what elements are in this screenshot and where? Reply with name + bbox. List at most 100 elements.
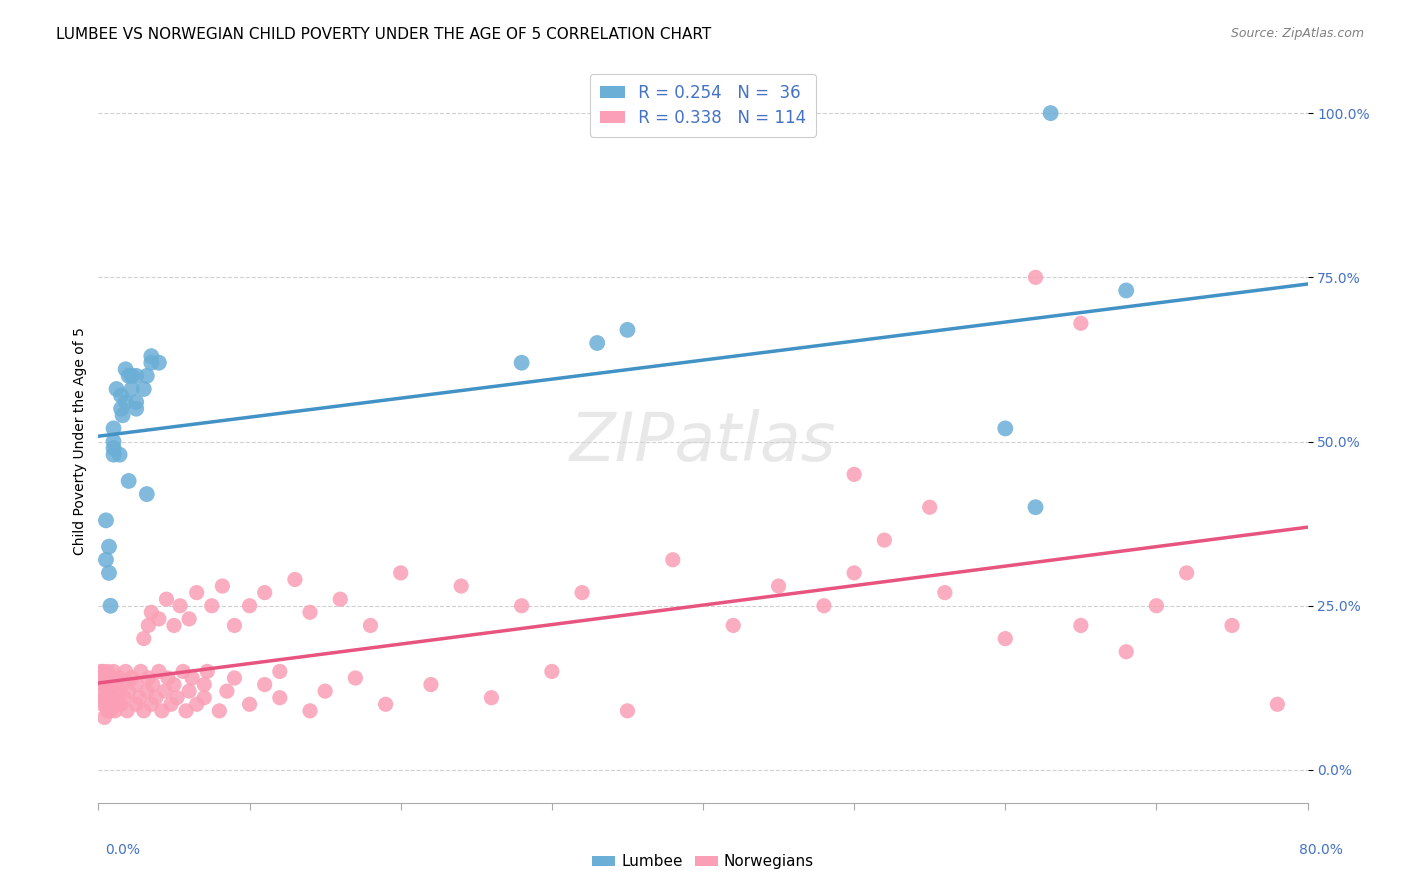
- Point: [174, 704, 197, 718]
- Point: [91, 698, 114, 712]
- Point: [723, 618, 745, 632]
- Text: 0.0%: 0.0%: [105, 843, 141, 857]
- Point: [172, 665, 194, 679]
- Point: [141, 605, 163, 619]
- Point: [125, 401, 148, 416]
- Point: [108, 671, 131, 685]
- Point: [344, 671, 367, 685]
- Point: [111, 677, 134, 691]
- Point: [215, 684, 238, 698]
- Point: [100, 677, 122, 691]
- Point: [96, 704, 118, 718]
- Point: [616, 323, 638, 337]
- Point: [100, 599, 122, 613]
- Point: [994, 421, 1017, 435]
- Point: [155, 592, 177, 607]
- Point: [510, 356, 533, 370]
- Point: [329, 592, 352, 607]
- Point: [118, 474, 141, 488]
- Point: [813, 599, 835, 613]
- Point: [1175, 566, 1198, 580]
- Point: [1070, 316, 1092, 330]
- Point: [844, 566, 866, 580]
- Point: [132, 382, 155, 396]
- Point: [160, 698, 183, 712]
- Point: [163, 677, 186, 691]
- Point: [89, 671, 111, 685]
- Point: [112, 690, 135, 705]
- Point: [132, 632, 155, 646]
- Point: [103, 665, 125, 679]
- Point: [135, 368, 157, 383]
- Point: [299, 605, 322, 619]
- Point: [239, 698, 262, 712]
- Point: [94, 553, 117, 567]
- Point: [98, 690, 121, 705]
- Point: [90, 665, 112, 679]
- Point: [1024, 270, 1046, 285]
- Point: [118, 684, 141, 698]
- Point: [141, 356, 163, 370]
- Point: [1024, 500, 1046, 515]
- Point: [768, 579, 790, 593]
- Point: [510, 599, 533, 613]
- Point: [110, 698, 132, 712]
- Point: [148, 612, 170, 626]
- Point: [103, 421, 125, 435]
- Point: [111, 409, 134, 423]
- Point: [103, 441, 125, 455]
- Point: [153, 684, 176, 698]
- Point: [94, 698, 117, 712]
- Point: [211, 579, 233, 593]
- Point: [103, 434, 125, 449]
- Text: LUMBEE VS NORWEGIAN CHILD POVERTY UNDER THE AGE OF 5 CORRELATION CHART: LUMBEE VS NORWEGIAN CHILD POVERTY UNDER …: [56, 27, 711, 42]
- Point: [101, 698, 124, 712]
- Point: [374, 698, 396, 712]
- Point: [101, 671, 124, 685]
- Point: [193, 690, 215, 705]
- Point: [420, 677, 443, 691]
- Point: [110, 401, 132, 416]
- Point: [253, 677, 276, 691]
- Point: [121, 671, 143, 685]
- Legend: Lumbee, Norwegians: Lumbee, Norwegians: [586, 848, 820, 875]
- Point: [148, 356, 170, 370]
- Point: [132, 704, 155, 718]
- Point: [169, 599, 191, 613]
- Point: [284, 573, 307, 587]
- Point: [93, 710, 115, 724]
- Point: [141, 698, 163, 712]
- Point: [186, 585, 208, 599]
- Point: [128, 690, 150, 705]
- Point: [105, 382, 128, 396]
- Point: [121, 368, 143, 383]
- Point: [90, 684, 112, 698]
- Point: [360, 618, 382, 632]
- Point: [181, 671, 204, 685]
- Point: [571, 585, 593, 599]
- Point: [98, 540, 121, 554]
- Point: [104, 677, 127, 691]
- Point: [208, 704, 231, 718]
- Point: [110, 388, 132, 402]
- Point: [93, 671, 115, 685]
- Point: [450, 579, 472, 593]
- Point: [389, 566, 412, 580]
- Point: [179, 684, 201, 698]
- Point: [91, 677, 114, 691]
- Point: [96, 684, 118, 698]
- Point: [224, 618, 246, 632]
- Point: [145, 690, 167, 705]
- Point: [118, 368, 141, 383]
- Point: [91, 665, 114, 679]
- Point: [299, 704, 322, 718]
- Legend:  R = 0.254   N =  36,  R = 0.338   N = 114: R = 0.254 N = 36, R = 0.338 N = 114: [589, 74, 817, 136]
- Point: [107, 684, 129, 698]
- Point: [136, 618, 159, 632]
- Point: [179, 612, 201, 626]
- Point: [150, 704, 173, 718]
- Point: [103, 690, 125, 705]
- Point: [141, 349, 163, 363]
- Point: [1220, 618, 1243, 632]
- Point: [314, 684, 336, 698]
